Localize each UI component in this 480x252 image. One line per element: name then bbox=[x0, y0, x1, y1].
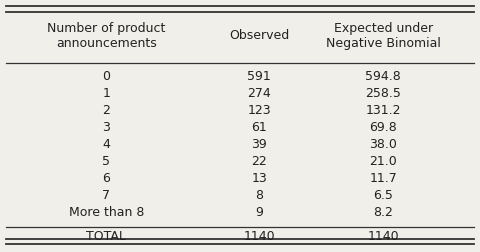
Text: TOTAL: TOTAL bbox=[86, 229, 126, 242]
Text: 69.8: 69.8 bbox=[369, 120, 397, 134]
Text: 591: 591 bbox=[247, 70, 271, 83]
Text: 1140: 1140 bbox=[243, 229, 275, 242]
Text: 38.0: 38.0 bbox=[369, 138, 397, 150]
Text: 9: 9 bbox=[255, 205, 263, 218]
Text: 8.2: 8.2 bbox=[373, 205, 393, 218]
Text: Number of product
announcements: Number of product announcements bbox=[47, 22, 166, 50]
Text: 594.8: 594.8 bbox=[365, 70, 401, 83]
Text: 39: 39 bbox=[251, 138, 267, 150]
Text: 131.2: 131.2 bbox=[365, 104, 401, 116]
Text: 1: 1 bbox=[102, 87, 110, 100]
Text: 11.7: 11.7 bbox=[369, 171, 397, 184]
Text: More than 8: More than 8 bbox=[69, 205, 144, 218]
Text: 2: 2 bbox=[102, 104, 110, 116]
Text: 13: 13 bbox=[251, 171, 267, 184]
Text: Expected under
Negative Binomial: Expected under Negative Binomial bbox=[326, 22, 441, 50]
Text: 6: 6 bbox=[102, 171, 110, 184]
Text: 0: 0 bbox=[102, 70, 110, 83]
Text: 274: 274 bbox=[247, 87, 271, 100]
Text: 6.5: 6.5 bbox=[373, 188, 393, 201]
Text: 8: 8 bbox=[255, 188, 263, 201]
Text: 4: 4 bbox=[102, 138, 110, 150]
Text: 3: 3 bbox=[102, 120, 110, 134]
Text: 61: 61 bbox=[251, 120, 267, 134]
Text: 5: 5 bbox=[102, 154, 110, 167]
Text: Observed: Observed bbox=[229, 29, 289, 42]
Text: 21.0: 21.0 bbox=[369, 154, 397, 167]
Text: 22: 22 bbox=[251, 154, 267, 167]
Text: 258.5: 258.5 bbox=[365, 87, 401, 100]
Text: 1140: 1140 bbox=[367, 229, 399, 242]
Text: 123: 123 bbox=[247, 104, 271, 116]
Text: 7: 7 bbox=[102, 188, 110, 201]
